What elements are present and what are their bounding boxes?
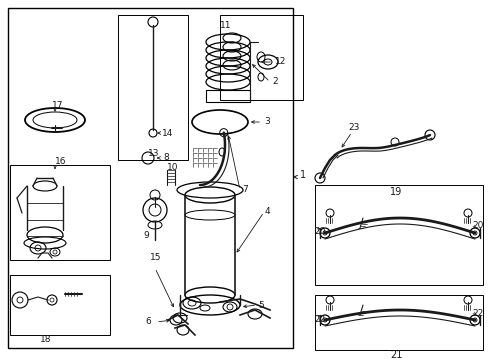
Text: 18: 18 bbox=[40, 336, 51, 345]
Bar bbox=[10, 275, 110, 335]
Text: 6: 6 bbox=[145, 318, 150, 327]
Bar bbox=[10, 165, 110, 260]
Text: 10: 10 bbox=[167, 163, 178, 172]
Bar bbox=[8, 8, 292, 348]
Text: 16: 16 bbox=[55, 158, 66, 166]
Bar bbox=[314, 295, 482, 350]
Bar bbox=[118, 15, 187, 160]
Text: 12: 12 bbox=[274, 58, 286, 67]
Text: 3: 3 bbox=[264, 117, 269, 126]
Text: 23: 23 bbox=[347, 123, 359, 132]
Text: 22: 22 bbox=[471, 309, 482, 318]
Text: 8: 8 bbox=[163, 153, 168, 162]
Text: 5: 5 bbox=[258, 301, 263, 310]
Text: 22: 22 bbox=[313, 315, 325, 324]
Text: 2: 2 bbox=[271, 77, 277, 86]
Text: 20: 20 bbox=[313, 228, 325, 237]
Text: 13: 13 bbox=[148, 148, 159, 158]
Bar bbox=[205, 90, 249, 102]
Bar bbox=[314, 185, 482, 285]
Text: 20: 20 bbox=[471, 221, 482, 230]
Text: 17: 17 bbox=[52, 100, 63, 109]
Bar bbox=[220, 15, 303, 100]
Text: 11: 11 bbox=[220, 21, 231, 30]
Text: 7: 7 bbox=[242, 185, 247, 194]
Text: 9: 9 bbox=[142, 230, 148, 239]
Text: 1: 1 bbox=[299, 170, 305, 180]
Text: 15: 15 bbox=[150, 253, 161, 262]
Text: 14: 14 bbox=[162, 129, 173, 138]
Text: 21: 21 bbox=[389, 350, 402, 360]
Text: 4: 4 bbox=[264, 207, 270, 216]
Text: 19: 19 bbox=[389, 187, 402, 197]
